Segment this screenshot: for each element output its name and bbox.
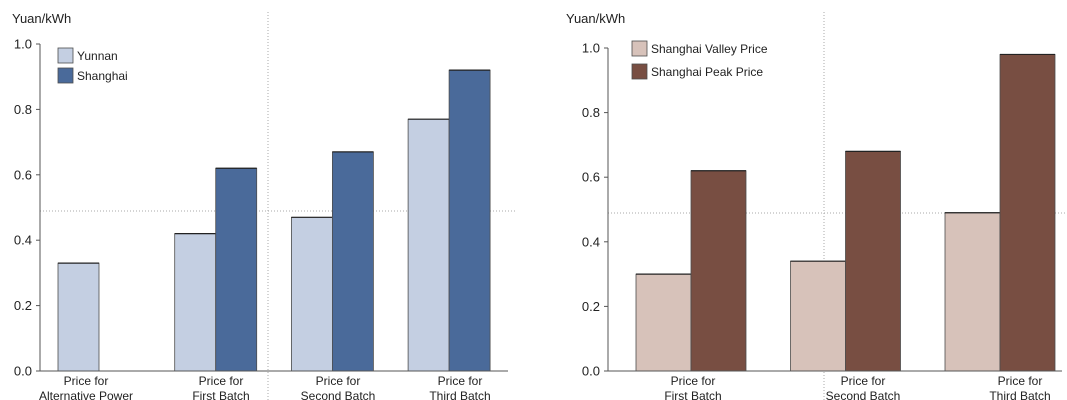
y-tick-label: 0.0 xyxy=(14,364,32,379)
x-tick-label: Price for xyxy=(64,374,109,388)
bar xyxy=(331,151,374,372)
x-tick-label: Third Batch xyxy=(989,389,1050,400)
bar xyxy=(845,150,901,372)
y-tick-label: 0.2 xyxy=(14,298,32,313)
legend-swatch xyxy=(57,47,74,64)
legend: Yunnan Shanghai xyxy=(57,47,128,84)
bar xyxy=(215,167,258,372)
y-tick-label: 0.4 xyxy=(14,233,32,248)
bar xyxy=(407,118,450,372)
bar xyxy=(999,54,1056,372)
x-tick-label: Price for xyxy=(671,374,716,388)
bar xyxy=(944,212,1001,372)
bar xyxy=(448,69,491,372)
x-tick-label: Price for xyxy=(316,374,361,388)
y-tick-label: 0.6 xyxy=(14,167,32,182)
legend: Shanghai Valley Price Shanghai Peak Price xyxy=(631,40,768,80)
y-tick-label: 0.0 xyxy=(582,364,600,379)
x-tick-label: Second Batch xyxy=(826,389,901,400)
legend-label: Shanghai xyxy=(77,69,128,83)
legend-label: Shanghai Peak Price xyxy=(651,65,763,79)
bar xyxy=(174,233,217,372)
bar xyxy=(290,216,333,372)
y-tick-label: 0.8 xyxy=(14,102,32,117)
bar xyxy=(690,170,747,372)
x-tick-label: First Batch xyxy=(664,389,721,400)
y-tick-label: 1.0 xyxy=(14,37,32,52)
x-tick-label: Third Batch xyxy=(429,389,490,400)
y-tick-label: 0.4 xyxy=(582,234,600,249)
y-axis-label: Yuan/kWh xyxy=(12,11,71,26)
x-tick-label: Price for xyxy=(438,374,483,388)
x-tick-label: Price for xyxy=(199,374,244,388)
legend-swatch xyxy=(631,40,648,57)
x-tick-label: Price for xyxy=(998,374,1043,388)
y-tick-label: 1.0 xyxy=(582,41,600,56)
y-axis-label: Yuan/kWh xyxy=(566,11,625,26)
x-tick-label: First Batch xyxy=(192,389,249,400)
x-tick-label: Alternative Power xyxy=(39,389,133,400)
bar xyxy=(790,260,846,372)
bar xyxy=(635,273,692,372)
x-tick-label: Second Batch xyxy=(301,389,376,400)
legend-label: Shanghai Valley Price xyxy=(651,42,768,56)
y-tick-label: 0.2 xyxy=(582,299,600,314)
legend-label: Yunnan xyxy=(77,49,118,63)
x-tick-label: Price for xyxy=(841,374,886,388)
bar xyxy=(57,262,100,372)
legend-swatch xyxy=(57,67,74,84)
legend-swatch xyxy=(631,63,648,80)
y-tick-label: 0.6 xyxy=(582,170,600,185)
y-tick-label: 0.8 xyxy=(582,105,600,120)
